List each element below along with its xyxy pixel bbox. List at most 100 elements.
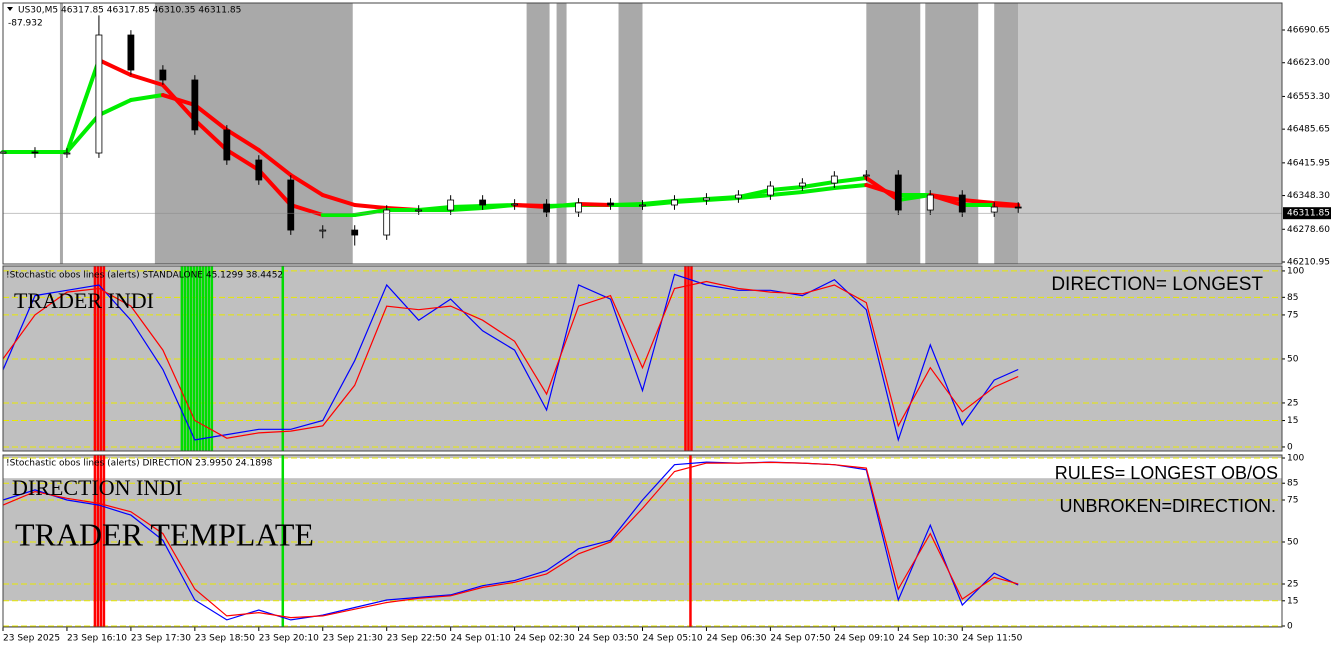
- moving-average: [352, 208, 389, 218]
- x-tick-label: 24 Sep 11:50: [962, 634, 1022, 644]
- moving-average: [128, 73, 165, 88]
- moving-average: [256, 168, 293, 208]
- annotation: DIRECTION= LONGEST: [1051, 274, 1263, 295]
- future-area: [1018, 3, 1282, 264]
- y-tick-label: 15: [1287, 596, 1298, 606]
- moving-average: [416, 205, 453, 213]
- y-tick-label: 46553.30: [1287, 92, 1330, 102]
- stochastic-panel: 100 85 75 50 25 15 0: [2, 265, 1304, 452]
- moving-average: [736, 188, 773, 200]
- indicator-line: [2, 273, 1019, 443]
- annotation: TRADER INDI: [14, 288, 154, 313]
- indicator-line: [2, 461, 1019, 621]
- panel-frame: [2, 265, 1283, 452]
- symbol-menu-arrow[interactable]: [7, 7, 13, 11]
- y-tick-label: 25: [1287, 580, 1298, 590]
- y-tick-label: 46690.65: [1287, 26, 1330, 36]
- moving-average: [320, 193, 357, 208]
- candle-body: [735, 194, 742, 199]
- session-shade: [59, 3, 63, 264]
- moving-average: [576, 202, 613, 208]
- x-tick-label: 23 Sep 18:50: [195, 634, 255, 644]
- y-tick-label: 46210.95: [1287, 257, 1330, 267]
- moving-average: [64, 58, 101, 154]
- candle-body: [191, 79, 199, 131]
- candle-body: [862, 174, 870, 177]
- candle-body: [95, 34, 103, 154]
- annotation: TRADER TEMPLATE: [15, 516, 314, 552]
- price-panel: 46690.65 46623.00 46553.30 46485.65 46415.95…: [0, 2, 1331, 267]
- panel-labels: US30,M5 46317.85 46317.85 46310.35 46311…: [6, 6, 1278, 553]
- y-tick-label: 85: [1287, 293, 1298, 303]
- moving-average: [288, 173, 325, 198]
- candle-body: [415, 209, 423, 212]
- session-shade: [154, 3, 353, 264]
- y-tick-label: 25: [1287, 398, 1298, 408]
- moving-average: [512, 203, 549, 210]
- moving-average: [896, 193, 933, 203]
- session-shade: [925, 3, 979, 264]
- session-shade: [994, 3, 1019, 264]
- x-tick-label: 23 Sep 21:30: [323, 634, 383, 644]
- y-tick-label: 85: [1287, 479, 1298, 489]
- indicator-line: [2, 280, 1019, 439]
- candle-body: [830, 175, 838, 184]
- y-tick-label: 100: [1287, 454, 1304, 464]
- moving-average: [768, 189, 805, 198]
- annotation: DIRECTION INDI: [12, 475, 182, 500]
- x-tick-label: 24 Sep 05:10: [643, 634, 703, 644]
- last-price-box: [1283, 207, 1331, 220]
- moving-average: [224, 127, 261, 153]
- y-tick-label: 100: [1287, 266, 1304, 276]
- candle-body: [511, 203, 519, 206]
- indicator-line: [2, 461, 1019, 619]
- x-tick-label: 24 Sep 07:50: [770, 634, 830, 644]
- x-tick-label: 23 Sep 20:10: [259, 634, 319, 644]
- moving-average: [352, 203, 389, 211]
- moving-average: [960, 198, 997, 206]
- moving-average: [192, 118, 229, 153]
- stochastic-header: !Stochastic obos lines (alerts) STANDALO…: [6, 271, 283, 281]
- candle-body: [159, 69, 167, 81]
- candle-body: [223, 129, 231, 161]
- x-tick-label: 23 Sep 17:30: [131, 634, 191, 644]
- moving-average: [448, 206, 485, 213]
- moving-average: [768, 185, 805, 193]
- candle-body: [671, 199, 678, 206]
- moving-average: [672, 197, 709, 204]
- moving-average: [96, 58, 133, 78]
- moving-average: [96, 98, 133, 118]
- annotation: UNBROKEN=DIRECTION.: [1059, 496, 1276, 516]
- level-band: [3, 458, 1282, 479]
- moving-average: [704, 195, 741, 202]
- candle-body: [287, 179, 295, 231]
- x-tick-label: 24 Sep 01:10: [451, 634, 511, 644]
- candle-body: [798, 182, 806, 187]
- moving-average: [192, 102, 229, 132]
- candle-body: [479, 199, 487, 206]
- x-tick-label: 23 Sep 22:50: [387, 634, 447, 644]
- moving-average: [864, 176, 901, 203]
- moving-average: [832, 176, 869, 185]
- candle-body: [31, 151, 39, 154]
- candle-body: [447, 199, 455, 211]
- y-tick-label: 46415.95: [1287, 158, 1330, 168]
- x-tick-label: 23 Sep 2025: [3, 634, 60, 644]
- candle-body: [319, 229, 327, 232]
- candle-body: [543, 203, 550, 213]
- direction-panel: 100 85 75 50 25 15 0 23 Sep 2025 23 Sep 16:10 23 …: [2, 454, 1304, 644]
- level-band: [3, 600, 1282, 626]
- y-tick-label: 0: [1287, 621, 1293, 631]
- y-tick-label: 75: [1287, 310, 1298, 320]
- x-tick-label: 24 Sep 06:30: [706, 634, 766, 644]
- candle-body: [63, 152, 71, 155]
- annotation: RULES= LONGEST OB/OS: [1055, 463, 1278, 483]
- moving-average: [992, 203, 1021, 209]
- moving-average: [800, 180, 837, 190]
- session-shade: [618, 3, 643, 264]
- direction-header: !Stochastic obos lines (alerts) DIRECTIO…: [6, 459, 273, 469]
- candle-body: [958, 194, 966, 213]
- moving-average: [800, 185, 837, 194]
- panel-frame: [2, 454, 1283, 628]
